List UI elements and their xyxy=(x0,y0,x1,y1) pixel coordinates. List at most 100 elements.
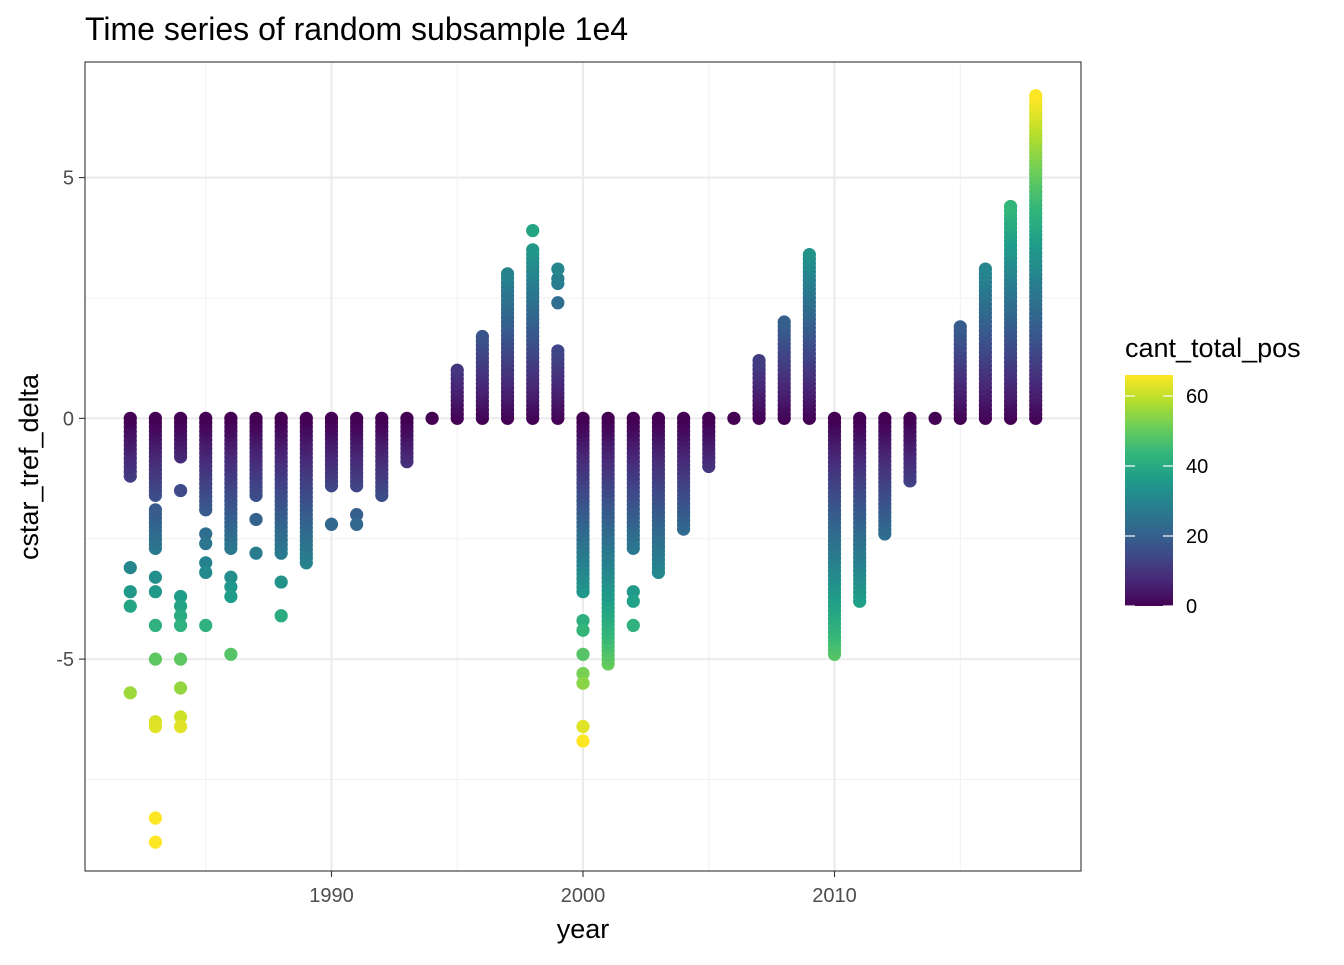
data-point xyxy=(551,296,565,310)
data-point xyxy=(928,411,942,425)
legend-ticks: 0 20 40 60 xyxy=(1125,386,1208,618)
data-point xyxy=(375,411,389,425)
data-point xyxy=(500,267,515,281)
legend: cant_total_pos 0 20 40 60 xyxy=(1125,333,1301,618)
data-point xyxy=(626,618,640,633)
data-point xyxy=(148,719,163,734)
data-point xyxy=(173,483,188,498)
legend-tick-label: 40 xyxy=(1186,456,1208,478)
data-point xyxy=(224,647,238,661)
data-point xyxy=(173,710,188,724)
data-point xyxy=(123,561,137,575)
y-tick-label: -5 xyxy=(56,649,74,671)
x-axis-label: year xyxy=(557,914,610,944)
data-point xyxy=(299,411,313,425)
data-point xyxy=(123,585,137,599)
data-point xyxy=(1029,89,1043,103)
y-axis: 5 0 -5 xyxy=(56,168,85,671)
data-point xyxy=(173,681,188,695)
data-point xyxy=(551,272,565,286)
data-point xyxy=(350,411,364,425)
plot-panel xyxy=(84,61,1082,872)
data-point xyxy=(199,536,213,551)
data-point xyxy=(677,411,691,425)
data-point xyxy=(978,262,993,276)
data-point xyxy=(752,353,766,368)
data-point xyxy=(576,676,590,690)
data-point xyxy=(651,411,666,425)
data-point xyxy=(274,609,288,623)
data-point xyxy=(576,411,590,425)
data-point xyxy=(626,585,640,599)
data-point xyxy=(350,517,364,531)
data-point xyxy=(199,527,213,541)
data-point xyxy=(853,411,867,425)
data-point xyxy=(173,609,188,623)
data-point xyxy=(526,223,540,238)
x-axis: 1990 2000 2010 xyxy=(309,871,857,907)
data-point xyxy=(123,599,137,613)
chart-title: Time series of random subsample 1e4 xyxy=(85,11,628,47)
data-point xyxy=(576,719,590,734)
data-point xyxy=(702,411,716,425)
data-point xyxy=(148,835,163,849)
data-point xyxy=(148,618,163,633)
data-points xyxy=(123,89,1043,849)
legend-tick-label: 0 xyxy=(1186,596,1197,618)
data-point xyxy=(148,503,163,517)
data-point xyxy=(324,411,339,425)
legend-title: cant_total_pos xyxy=(1125,333,1301,363)
data-point xyxy=(173,719,188,734)
data-point xyxy=(953,320,967,334)
data-point xyxy=(1003,199,1018,214)
data-point xyxy=(777,315,791,329)
data-point xyxy=(249,411,263,425)
legend-colorbar xyxy=(1125,375,1173,606)
data-point xyxy=(148,411,163,425)
data-point xyxy=(475,329,489,344)
data-point xyxy=(601,411,615,425)
data-point xyxy=(148,585,163,599)
data-point xyxy=(400,411,414,425)
data-point xyxy=(350,508,364,522)
data-point xyxy=(199,565,213,580)
data-point xyxy=(123,686,137,700)
data-point xyxy=(148,570,163,584)
data-point xyxy=(173,411,188,425)
data-point xyxy=(224,589,238,604)
data-point xyxy=(148,652,163,666)
data-point xyxy=(576,623,590,637)
data-point xyxy=(249,512,263,527)
data-point xyxy=(450,363,464,377)
x-tick-label: 2000 xyxy=(561,885,606,907)
legend-tick-label: 60 xyxy=(1186,386,1208,408)
data-point xyxy=(551,344,565,358)
y-tick-label: 5 xyxy=(63,168,74,190)
x-tick-label: 1990 xyxy=(309,885,354,907)
data-point xyxy=(173,652,188,666)
data-point xyxy=(878,411,892,425)
data-point xyxy=(802,248,816,262)
data-point xyxy=(576,647,590,661)
data-point xyxy=(274,575,288,589)
y-tick-label: 0 xyxy=(63,408,74,430)
data-point xyxy=(576,666,590,681)
data-point xyxy=(224,580,238,594)
data-point xyxy=(526,243,540,257)
data-point xyxy=(827,411,842,425)
data-point xyxy=(576,734,590,748)
data-point xyxy=(626,411,640,425)
data-point xyxy=(903,411,917,425)
data-point xyxy=(199,556,213,570)
data-point xyxy=(173,589,188,604)
data-point xyxy=(576,613,590,628)
data-point xyxy=(324,517,339,531)
data-point xyxy=(274,411,288,425)
data-point xyxy=(173,618,188,633)
data-point xyxy=(148,811,163,825)
data-point xyxy=(199,618,213,633)
x-tick-label: 2010 xyxy=(812,885,857,907)
data-point xyxy=(626,594,640,608)
data-point xyxy=(173,599,188,613)
